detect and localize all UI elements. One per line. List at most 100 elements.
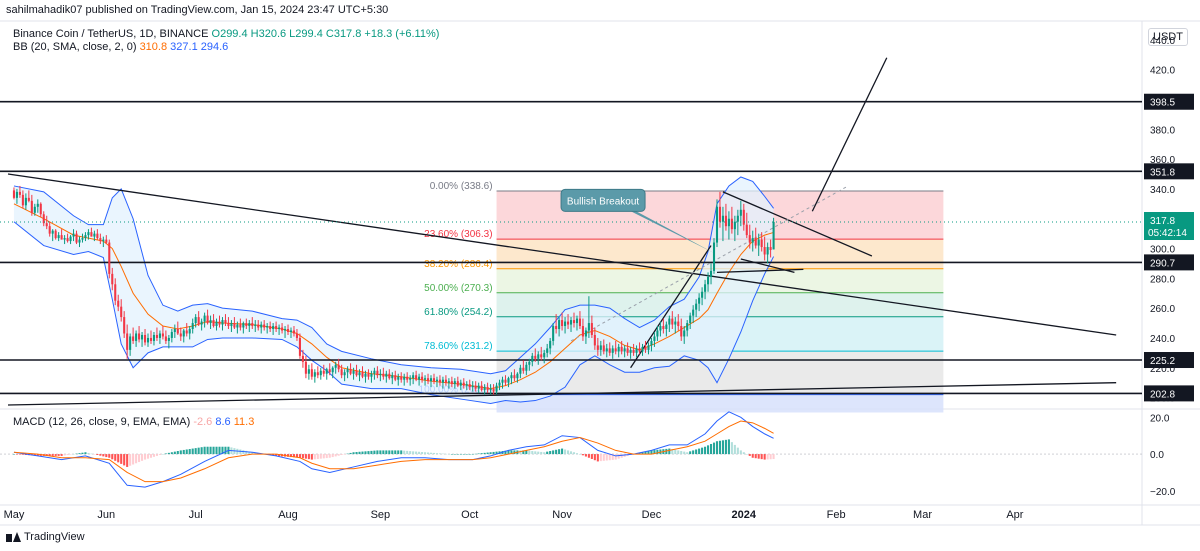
macd-histogram-bar: [596, 454, 599, 462]
macd-histogram-bar: [674, 449, 677, 455]
candle-body: [257, 324, 260, 328]
candle-body: [24, 197, 27, 206]
candle-body: [480, 385, 483, 391]
macd-label[interactable]: MACD (12, 26, close, 9, EMA, EMA): [13, 416, 191, 428]
candle-body: [221, 320, 224, 325]
time-tick-label: Dec: [642, 509, 662, 521]
macd-histogram-bar: [319, 454, 322, 459]
macd-histogram-bar: [739, 450, 742, 455]
time-tick-label: Aug: [278, 509, 298, 521]
macd-histogram-bar: [248, 451, 251, 455]
candle-body: [111, 273, 114, 285]
macd-histogram-bar: [456, 454, 459, 455]
candle-body: [275, 326, 278, 330]
candle-body: [492, 388, 495, 392]
candle-body: [754, 238, 757, 246]
macd-histogram-bar: [671, 449, 674, 455]
bb-label[interactable]: BB (20, SMA, close, 2, 0): [13, 41, 137, 53]
candle-body: [540, 354, 543, 358]
time-tick-label: Feb: [827, 509, 846, 521]
macd-histogram-bar: [477, 453, 480, 455]
candle-body: [620, 346, 623, 352]
macd-histogram-bar: [173, 451, 176, 455]
macd-histogram-bar: [656, 449, 659, 455]
tradingview-brand: TradingView: [6, 531, 85, 543]
candle-body: [295, 333, 299, 338]
candle-body: [561, 320, 564, 327]
ohlc-values: O299.4 H320.6 L299.4 C317.8 +18.3 (+6.11…: [211, 28, 440, 40]
macd-histogram-bar: [54, 454, 57, 456]
candle-body: [230, 323, 233, 327]
macd-signal-value: 11.3: [233, 416, 255, 428]
macd-histogram-bar: [155, 454, 158, 456]
candle-body: [272, 326, 275, 330]
macd-histogram-bar: [704, 446, 707, 455]
candle-body: [319, 370, 322, 376]
candle-body: [498, 382, 501, 386]
candle-body: [435, 379, 439, 382]
macd-histogram-bar: [66, 454, 69, 455]
candle-body: [251, 323, 254, 327]
level-axis-tag: [1144, 352, 1194, 369]
candle-body: [456, 381, 459, 386]
macd-histogram-bar: [146, 454, 150, 459]
candle-body: [248, 323, 251, 327]
level-axis-label: 351.8: [1150, 167, 1175, 178]
candle-body: [596, 345, 599, 350]
candle-body: [477, 385, 480, 389]
macd-histogram-bar: [614, 454, 617, 460]
macd-histogram-bar: [575, 453, 579, 455]
macd-histogram-bar: [421, 452, 424, 455]
candle-body: [164, 336, 167, 341]
macd-histogram-bar: [272, 454, 275, 456]
macd-histogram-bar: [718, 440, 722, 455]
candle-body: [236, 324, 239, 328]
time-tick-label: Jul: [189, 509, 203, 521]
macd-histogram-bar: [215, 446, 218, 455]
macd-histogram-bar: [617, 454, 620, 459]
trendline: [722, 191, 873, 257]
candle-body: [27, 197, 30, 201]
candle-body: [486, 387, 489, 391]
macd-histogram-bar: [48, 454, 51, 456]
candle-body: [301, 355, 304, 362]
macd-histogram-bar: [397, 450, 400, 455]
candle-body: [173, 329, 176, 332]
candle-body: [36, 203, 39, 207]
candle-body: [376, 370, 379, 376]
candle-body: [45, 223, 48, 227]
bb-upper-line: [13, 176, 774, 375]
candle-body: [415, 375, 418, 380]
macd-histogram-bar: [120, 454, 123, 464]
candle-body: [394, 375, 397, 380]
macd-histogram-bar: [99, 454, 102, 456]
candle-body: [656, 330, 659, 337]
macd-histogram-bar: [692, 450, 695, 455]
macd-histogram-bar: [141, 454, 144, 461]
candle-body: [343, 372, 346, 376]
macd-histogram-bar: [471, 454, 474, 455]
candle-body: [429, 378, 433, 382]
macd-histogram-bar: [218, 446, 221, 455]
macd-histogram-bar: [546, 451, 549, 455]
currency-label[interactable]: USDT: [1148, 28, 1188, 46]
candle-body: [349, 369, 352, 374]
candle-body: [313, 372, 316, 377]
candle-body: [149, 337, 153, 341]
candle-body: [143, 334, 147, 343]
candle-body: [608, 348, 611, 353]
macd-histogram-bar: [245, 450, 248, 455]
symbol-name[interactable]: Binance Coin / TetherUS, 1D, BINANCE: [13, 28, 209, 40]
macd-histogram-bar: [292, 454, 296, 458]
macd-histogram-bar: [412, 451, 415, 455]
last-price-label: 317.8: [1150, 216, 1175, 227]
candle-body: [179, 333, 182, 337]
candle-body: [704, 284, 707, 292]
macd-histogram-bar: [751, 454, 754, 458]
macd-histogram-bar: [578, 454, 582, 455]
level-axis-label: 202.8: [1150, 389, 1175, 400]
level-axis-label: 398.5: [1150, 98, 1175, 109]
candle-body: [138, 333, 141, 340]
candle-body: [531, 355, 534, 362]
